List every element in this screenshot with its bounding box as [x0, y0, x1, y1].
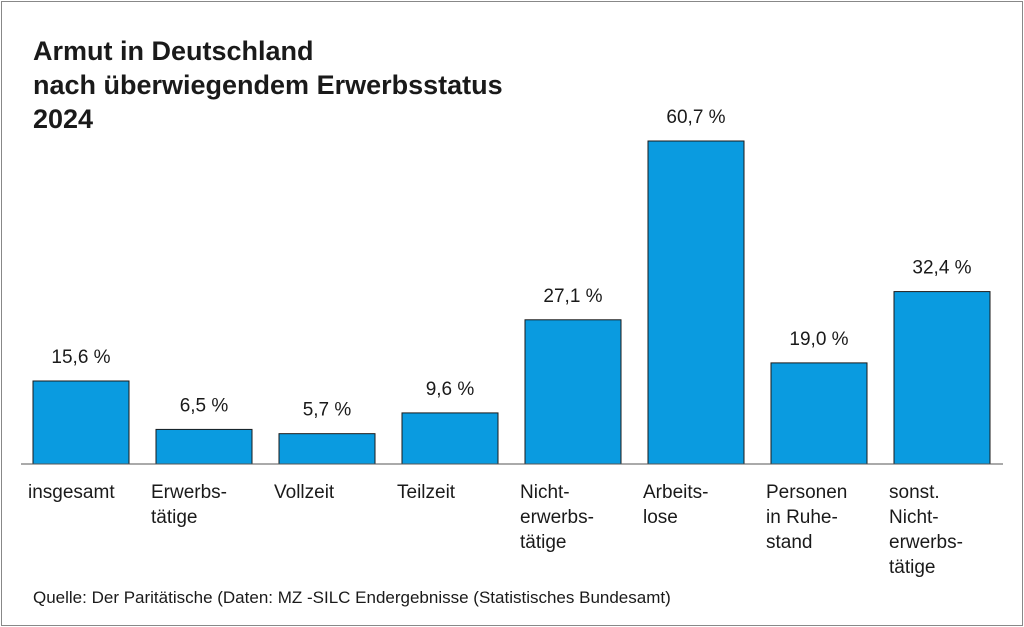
chart-title-line-2: nach überwiegendem Erwerbsstatus: [33, 70, 503, 100]
category-label-5: Nicht-erwerbs-tätige: [520, 482, 594, 553]
source-note: Quelle: Der Paritätische (Daten: MZ -SIL…: [33, 588, 671, 607]
category-label-1-line-1: insgesamt: [28, 482, 115, 503]
category-label-2-line-1: Erwerbs-: [151, 482, 227, 503]
category-label-7-line-2: in Ruhe-: [766, 507, 838, 528]
bar-5: [524, 319, 622, 465]
category-label-3-line-1: Vollzeit: [274, 482, 335, 503]
value-label-4: 9,6 %: [426, 379, 475, 400]
bar-4: [401, 412, 499, 465]
chart-title-line-1: Armut in Deutschland: [33, 36, 314, 66]
value-label-5: 27,1 %: [543, 286, 602, 307]
value-label-7: 19,0 %: [789, 329, 848, 350]
category-label-2: Erwerbs-tätige: [151, 482, 227, 528]
category-label-6-line-2: lose: [643, 507, 678, 528]
category-label-4-line-1: Teilzeit: [397, 482, 456, 503]
value-label-3: 5,7 %: [303, 400, 352, 421]
category-label-6-line-1: Arbeits-: [643, 482, 708, 503]
category-label-3: Vollzeit: [274, 482, 335, 503]
category-label-6: Arbeits-lose: [643, 482, 708, 528]
bar-6: [647, 140, 745, 465]
value-label-1: 15,6 %: [51, 347, 110, 368]
category-label-8: sonst. Nicht-erwerbs-tätige: [889, 482, 963, 578]
value-label-8: 32,4 %: [912, 258, 971, 279]
category-label-8-line-1: sonst.: [889, 482, 940, 503]
bar-3: [278, 433, 376, 465]
category-label-7-line-1: Personen: [766, 482, 847, 503]
category-label-2-line-2: tätige: [151, 507, 197, 528]
category-label-4: Teilzeit: [397, 482, 456, 503]
value-label-6: 60,7 %: [666, 107, 725, 128]
bar-7: [770, 362, 868, 465]
category-label-8-line-3: erwerbs-: [889, 532, 963, 553]
category-label-5-line-2: erwerbs-: [520, 507, 594, 528]
bar-2: [155, 428, 253, 465]
category-label-7-line-3: stand: [766, 532, 812, 553]
bar-8: [893, 291, 991, 465]
category-label-5-line-3: tätige: [520, 532, 566, 553]
chart-title-line-3: 2024: [33, 104, 94, 134]
category-label-7: Personen in Ruhe-stand: [766, 482, 847, 553]
chart-title: Armut in Deutschland nach überwiegendem …: [33, 34, 503, 136]
category-label-1: insgesamt: [28, 482, 115, 503]
value-label-2: 6,5 %: [180, 395, 229, 416]
category-label-8-line-2: Nicht-: [889, 507, 939, 528]
category-label-5-line-1: Nicht-: [520, 482, 570, 503]
bar-1: [32, 380, 130, 465]
category-label-8-line-4: tätige: [889, 557, 935, 578]
